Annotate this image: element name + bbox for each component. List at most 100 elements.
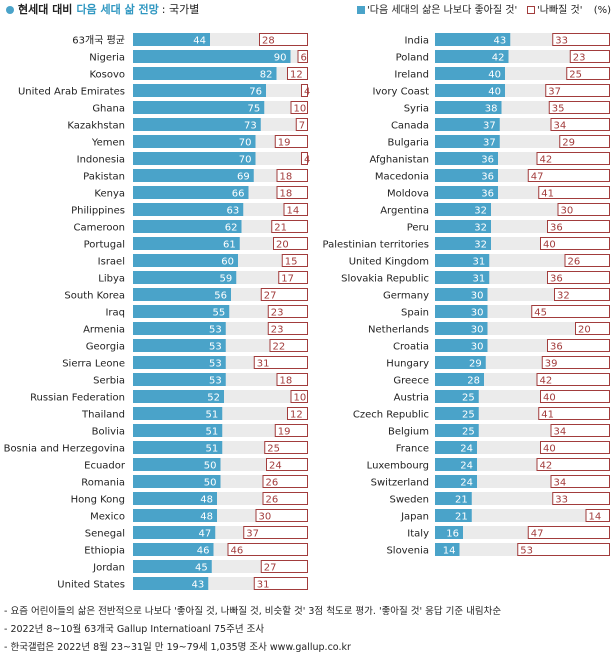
bar-better-label: 25 [462,410,475,421]
bar-worse [297,50,308,63]
bar-better [133,322,226,335]
bar-better-label: 44 [193,36,206,47]
bar-worse-label: 32 [557,291,570,302]
bar-worse-label: 26 [266,495,279,506]
bar-worse-label: 27 [264,563,277,574]
bar-worse-label: 36 [550,223,563,234]
bar-better-label: 60 [221,257,234,268]
bar-better [435,339,488,352]
bar-better [435,203,491,216]
category-label: Ivory Coast [372,87,429,98]
category-label: Sweden [389,495,429,506]
bar-better-label: 53 [209,376,222,387]
bar-worse [276,373,308,386]
bar-worse [259,33,308,46]
category-label: Hungary [386,359,429,370]
bar-worse [550,118,610,131]
bar-better [133,101,265,114]
bar-worse [243,526,308,539]
bar-worse-label: 27 [264,291,277,302]
title-bullet-icon [6,6,14,14]
bar-worse-label: 34 [554,478,567,489]
bar-worse-label: 41 [541,410,554,421]
category-label: Senegal [85,529,125,540]
bar-worse-label: 40 [543,393,556,404]
category-label: Hong Kong [71,495,125,506]
bar-better [435,84,505,97]
bar-better-label: 40 [488,70,501,81]
bar-worse-label: 36 [550,342,563,353]
bar-worse-label: 31 [257,359,270,370]
bar-worse [550,424,610,437]
bar-worse [262,492,308,505]
bar-worse-label: 12 [290,410,303,421]
category-label: Canada [391,121,429,132]
bar-worse [281,254,308,267]
category-label: Moldova [387,189,429,200]
bar-better [435,322,488,335]
bar-better-label: 30 [471,325,484,336]
bar-better-label: 38 [485,104,498,115]
bar-better-label: 32 [474,206,487,217]
bar-worse [536,458,610,471]
category-label: Bolivia [92,427,125,438]
bar-better-label: 25 [462,427,475,438]
category-label: India [404,36,429,47]
bar-better [133,84,266,97]
title-highlight: 다음 세대 삶 전망 [76,3,159,16]
bar-worse [266,458,308,471]
category-label: Kazakhstan [67,121,125,132]
category-label: Ghana [92,104,125,115]
bar-better [435,152,498,165]
bar-better [133,186,249,199]
bar-worse-label: 17 [281,274,294,285]
bar-better [133,305,230,318]
bar-worse [255,509,308,522]
bar-better [435,373,484,386]
bar-better [435,458,477,471]
bar-better [133,526,216,539]
bar-better-label: 30 [471,342,484,353]
bar-worse [547,220,610,233]
category-label: Italy [407,529,429,540]
bar-better-label: 46 [197,546,210,557]
bar-better-label: 45 [195,563,208,574]
bar-better-label: 56 [214,291,227,302]
bar-better [133,373,226,386]
chart-title: 현세대 대비 다음 세대 삶 전망: 국가별 [6,2,366,18]
bar-better-label: 30 [471,291,484,302]
bar-better-label: 50 [204,478,217,489]
category-label: Mexico [90,512,125,523]
category-label: Bulgaria [388,138,429,149]
bar-better [435,118,500,131]
bar-worse [540,441,610,454]
category-label: Georgia [86,342,125,353]
bar-better [435,424,479,437]
category-label: Ethiopia [84,546,125,557]
bar-better [435,237,491,250]
bar-worse-label: 20 [276,240,289,251]
bar-better-label: 52 [207,393,220,404]
bar-better-label: 14 [443,546,456,557]
bar-better [133,50,291,63]
bar-better [435,135,500,148]
footnote-3: - 한국갤럽은 2022년 8월 23~31일 만 19~79세 1,035명 … [4,642,351,653]
bar-better-label: 40 [488,87,501,98]
bar-better-label: 76 [249,87,262,98]
bar-better [435,101,502,114]
bar-worse [271,220,308,233]
bar-worse [552,33,610,46]
bar-worse-label: 24 [269,461,282,472]
bar-worse [536,373,610,386]
bar-better [133,356,226,369]
bar-better [133,339,226,352]
footnotes: - 요즘 어린이들의 삶은 전반적으로 나보다 '좋아질 것, 나빠질 것, 비… [4,603,612,657]
bar-better [133,390,224,403]
bar-better-label: 24 [460,444,473,455]
bar-worse-label: 31 [257,580,270,591]
bar-better-label: 62 [225,223,238,234]
category-label: Luxembourg [367,461,429,472]
bar-worse [538,407,610,420]
legend-label-better: '다음 세대의 삶은 나보다 좋아질 것' [367,5,518,16]
bar-better-label: 47 [199,529,212,540]
